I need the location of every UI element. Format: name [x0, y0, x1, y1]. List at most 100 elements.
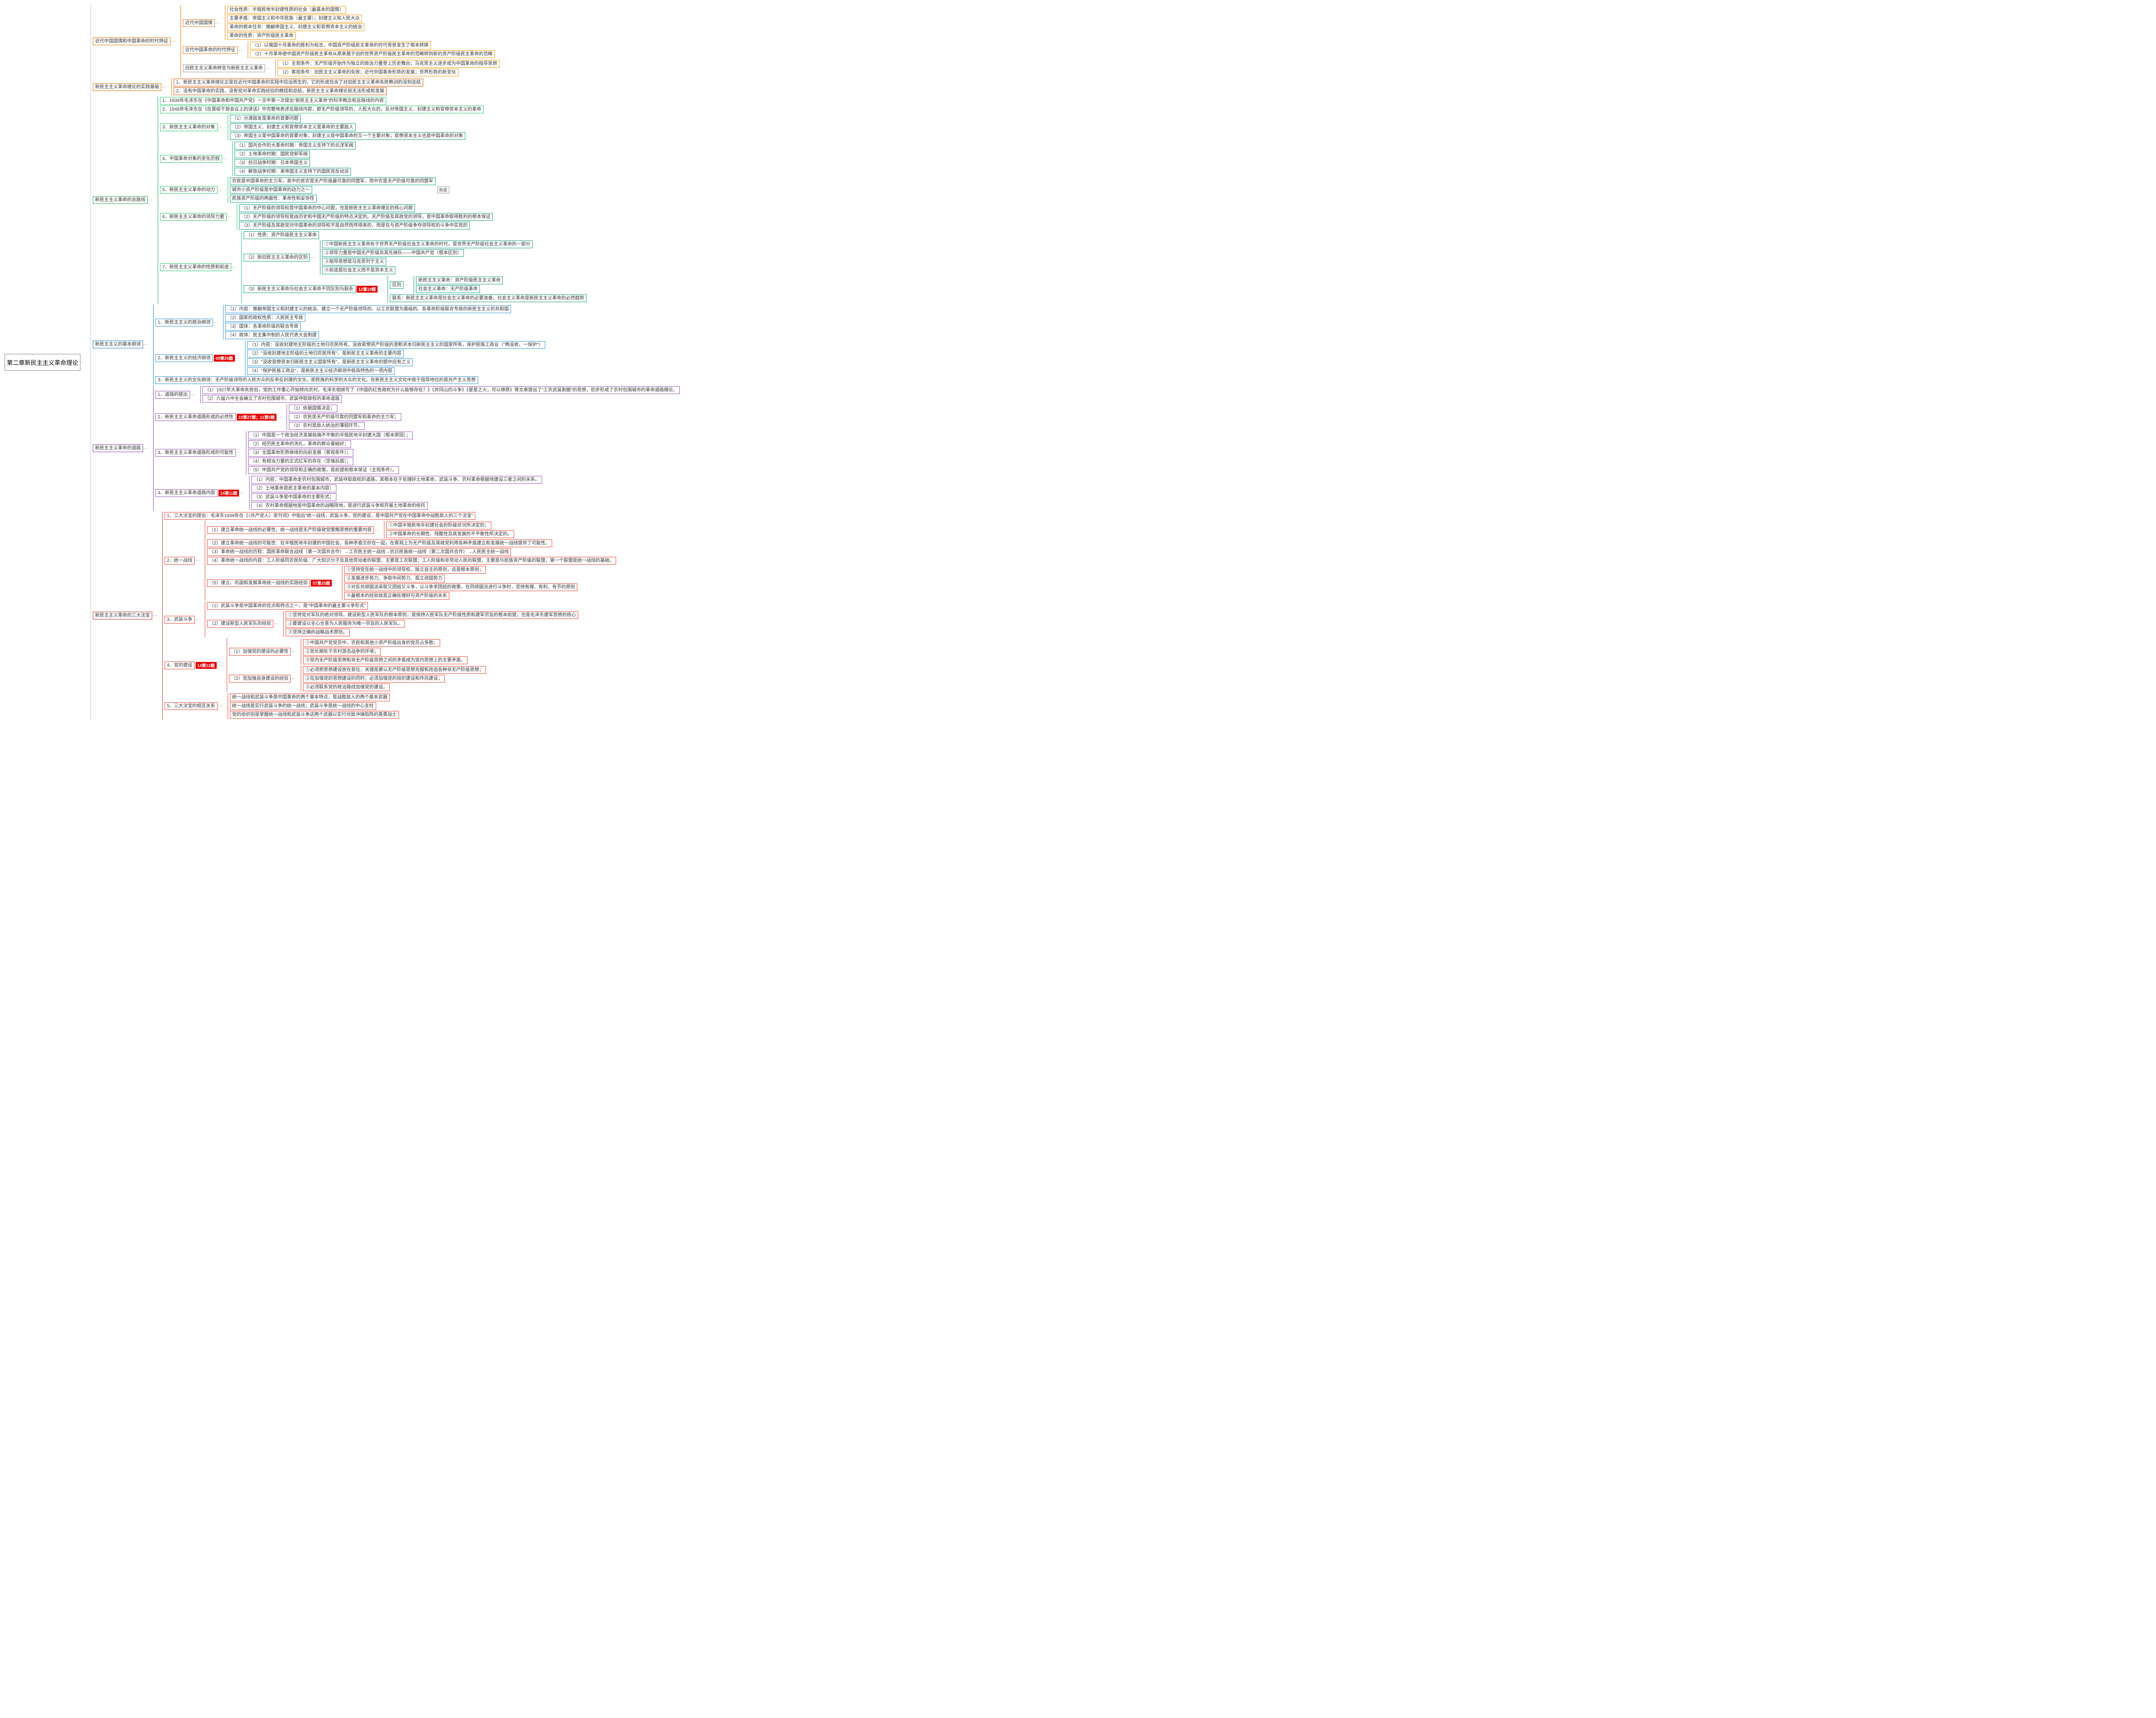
node-label: （3）新民主主义革命与社会主义革命不同区别与联系 — [244, 285, 356, 293]
node-label: （2）十月革命使中国资产阶级民主革命从原来属于旧的世界资产阶级民主革命的范畴转到… — [250, 50, 495, 58]
tree-node: 党的组织则是掌握统一战线和武装斗争这两个武器以实行对敌冲锋陷阵的英勇战士 — [230, 711, 399, 719]
tree-node: （1）中国是一个政治经济发展极端不平衡的半殖民地半封建大国（根本原因）； — [248, 432, 413, 439]
tree-node: 革命的性质：资产阶级民主革命 — [227, 32, 364, 40]
tree-node: ③指导思想是马克思列宁主义 — [322, 258, 532, 266]
node-label: 新民主主义革命的三大法宝 — [93, 612, 152, 619]
tree-node: 4、党的建设14第12题（1）加强党的建设的必要性①中国共产党党员中，农民和其他… — [165, 638, 616, 692]
node-label: 社会主义革命：无产阶级革命 — [416, 285, 480, 293]
node-label: （4）革命统一战线的内容：工人阶级同农民阶级、广大知识分子及其他劳动者的联盟，主… — [207, 557, 617, 565]
node-label: ④最根本的经验就是正确处理好与资产阶级的关系 — [344, 592, 449, 600]
tree-node: （1）主观条件：无产阶级开始作为独立的政治力量登上历史舞台；马克思主义逐步成为中… — [277, 60, 500, 68]
tree-node: 新民主主义革命的三大法宝 1、三大法宝的提出：毛泽东1939年在《〈共产党人〉发刊… — [93, 512, 680, 720]
tree-node: （2）经历民主革命的洗礼，革命的群众基础好； — [248, 440, 413, 448]
root-node: 第二章新民主主义革命理论 — [5, 354, 80, 371]
tree-node: （2）土地革命时期：国民党新军阀 — [234, 150, 356, 158]
node-label: 1、新民主主义的政治纲领 — [155, 319, 213, 326]
tree-node: （1）加强党的建设的必要性①中国共产党党员中，农民和其他小资产阶级出身的党员占多… — [229, 639, 486, 665]
tree-node: （3）帝国主义是中国革命的首要对象；封建主义是中国革命的又一个主要对象；官僚资本… — [230, 132, 466, 140]
tree-node: 4、中国革命对象的变化历程（1）国共合作的大革命时期：帝国主义支持下的北洋军阀（… — [160, 141, 586, 176]
tree-node: ②领导力量是中国无产阶级及其先锋队——中国共产党（根本区别） — [322, 249, 532, 257]
tree-node: 社会主义革命：无产阶级革命 — [416, 285, 503, 293]
tree-node: ①中国共产党党员中，农民和其他小资产阶级出身的党员占多数； — [303, 639, 468, 647]
tree-node: （4）农村革命根据地是中国革命的战略阵地，是进行武装斗争和开展土地革命的依托 — [251, 502, 542, 510]
tree-node: 3、新民主主义的文化纲领：无产阶级领导的人民大众的反帝反封建的文化，即民族的科学… — [155, 376, 545, 384]
node-label: 新民主主义革命的道路 — [93, 444, 143, 452]
tree-node: （4）解放战争时期：美帝国主义支持下的国民党反动派 — [234, 168, 356, 176]
node-label: （1）无产阶级的领导权是中国革命的中心问题，也是新民主主义革命理论的核心问题 — [239, 204, 415, 212]
tree-node: 城市小资产阶级是中国革命的动力之一 — [230, 186, 436, 194]
tree-node: 3、新民主主义革命道路形成的可能性（1）中国是一个政治经济发展极端不平衡的半殖民… — [155, 431, 680, 475]
summary-note: 概要 — [437, 187, 449, 193]
node-label: 2、新民主主义的经济纲领 — [155, 354, 213, 362]
tree-node: （3）无产阶级及其政党对中国革命的领导权不是自然而然得来的，而是在与资产阶级争夺… — [239, 222, 493, 229]
node-label: （1）性质：资产阶级民主主义革命 — [244, 231, 319, 239]
node-label: （2）客观条件：旧民主主义革命的失败；近代中国革命形势的发展；世界形势的新变化 — [277, 69, 458, 76]
tree-node: 1、1939年毛泽东在《中国革命和中国共产党》一文中第一次提出"新民主主义革命"… — [160, 97, 586, 105]
node-label: （2）六届六中全会确立了农村包围城市，武装夺取政权的革命道路 — [202, 395, 342, 403]
tree-node: （3）革命统一战线的历程：国民革命联合战线（第一次国共合作）→工农民主统一战线→… — [207, 548, 617, 556]
tree-node: ③坚持正确的战略战术原则。 — [286, 629, 578, 636]
node-label: ④前途是社会主义而不是资本主义 — [322, 267, 395, 274]
tree-node: （2）帝国主义、封建主义和官僚资本主义是革命的主要敌人 — [230, 123, 466, 131]
node-label: ②发展进步势力、争取中间势力、孤立顽固势力 — [344, 575, 445, 582]
node-label: ①中国共产党党员中，农民和其他小资产阶级出身的党员占多数； — [303, 639, 440, 647]
tree-node: （3）武装斗争是中国革命的主要形式； — [251, 493, 542, 501]
exam-badge: 09第26题 — [214, 355, 235, 362]
tree-node: 新民主主义革命理论的实践基础1、新民主主义革命理论正是在近代中国革命的实践中应运… — [93, 78, 680, 96]
tree-node: （4）有相当力量的正式红军的存在（坚强后盾）； — [248, 458, 413, 465]
exam-badge: 14第11题 — [218, 490, 240, 496]
node-label: （1）武装斗争是中国革命的优点和特点之一，是"中国革命的最主要斗争形式" — [207, 602, 368, 610]
node-label: 3、新民主主义革命的对象 — [160, 123, 218, 131]
tree-node: 1、新民主主义的政治纲领（1）内容：推翻帝国主义和封建主义的统治，建立一个无产阶… — [155, 305, 545, 340]
node-label: 统一战线和武装斗争是中国革命的两个基本特点，是战胜敌人的两个基本武器 — [230, 694, 390, 701]
tree-node: ①坚持党在统一战线中的领导权，独立自主的原则，这是根本原则； — [344, 566, 577, 574]
tree-node: 2、统一战线（1）建立革命统一战线的必要性，统一战线是无产阶级政党策略思想的重要… — [165, 521, 616, 601]
node-label: 区别 — [390, 281, 404, 289]
tree-node: （3）全国革命形势继续的向前发展（客观条件）； — [248, 449, 413, 457]
tree-node: 5、新民主主义革命的动力农民是中国革命的主力军，其中的贫农是无产阶级最可靠的同盟… — [160, 177, 586, 203]
node-label: （2）农民是无产阶级可靠的同盟军和革命的主力军； — [289, 413, 401, 421]
tree-node: （2）建设新型人民军队的经验 ①坚持党对军队的绝对领导。建设新型人民军队的根本原则… — [207, 611, 579, 637]
node-label: 新民主主义的基本纲领 — [93, 341, 143, 348]
tree-node: （1）国共合作的大革命时期：帝国主义支持下的北洋军阀 — [234, 142, 356, 149]
tree-node: （2）客观条件：旧民主主义革命的失败；近代中国革命形势的发展；世界形势的新变化 — [277, 69, 500, 76]
node-label: 近代中国国情 — [183, 19, 215, 27]
tree-node: （2）十月革命使中国资产阶级民主革命从原来属于旧的世界资产阶级民主革命的范畴转到… — [250, 50, 495, 58]
tree-node: （2）六届六中全会确立了农村包围城市，武装夺取政权的革命道路 — [202, 395, 680, 403]
tree-node: 新民主主义革命的道路1、道路的提出（1）1927年大革命失败后，党的工作重心开始… — [93, 385, 680, 511]
tree-node: ①中国半殖民地半封建社会的阶级状况所决定的； — [386, 522, 514, 529]
node-label: （1）内容：中国革命走农村包围城市，武装夺取政权的道路，其根本在于处理好土地革命… — [251, 476, 542, 484]
node-label: 1、道路的提出 — [155, 391, 190, 399]
node-label: ③坚持正确的战略战术原则。 — [286, 629, 350, 636]
node-label: （3）抗日战争时期：日本帝国主义 — [234, 159, 310, 167]
node-label: 2、统一战线 — [165, 557, 195, 565]
node-label: 2、没有中国革命的实践，没有党对革命实践经验的概括和总结，新民主主义革命理论就无… — [174, 87, 387, 95]
tree-node: ②在加强党的思想建设的同时，必须加强党的组织建设和作风建设； — [303, 675, 486, 683]
tree-node: （3）抗日战争时期：日本帝国主义 — [234, 159, 356, 167]
node-label: 新民主主义革命：资产阶级民主主义革命 — [416, 277, 503, 284]
node-label: ②党长期处于农村游击战争的环境； — [303, 648, 381, 656]
tree-node: 近代中国国情社会性质：半殖民地半封建性质的社会（最基本的国情）主要矛盾：帝国主义… — [183, 5, 500, 40]
node-label: （2）建设新型人民军队的经验 — [207, 620, 274, 628]
node-label: ①坚持党对军队的绝对领导。建设新型人民军队的根本原则，是保持人民军队无产阶级性质… — [286, 611, 578, 619]
exam-badge: 14第12题 — [196, 662, 217, 669]
node-label: 民族资产阶级的两面性：革命性和妥协性 — [230, 195, 317, 203]
tree-node: 4、新民主主义革命道路内容14第11题（1）内容：中国革命走农村包围城市，武装夺… — [155, 475, 680, 510]
node-label: （2）帝国主义、封建主义和官僚资本主义是革命的主要敌人 — [230, 123, 356, 131]
node-label: 5、三大法宝的相互关系 — [165, 702, 218, 710]
node-label: 7、新民主主义革命的性质和前途 — [160, 263, 231, 271]
tree-node: 近代中国革命的时代特征（1）以俄国十月革命的胜利为标志，中国资产阶级民主革命的时… — [183, 41, 500, 59]
node-label: 近代中国革命的时代特征 — [183, 46, 238, 54]
tree-node: ①必须把思想建设放在首位，关键是要以无产阶级思想克服和改造各种非无产阶级思想； — [303, 666, 486, 674]
exam-badge: 12第10题 — [357, 286, 378, 293]
node-label: 1、三大法宝的提出：毛泽东1939年在《〈共产党人〉发刊词》中指出"统一战线，武… — [165, 512, 475, 520]
tree-node: ③对反共顽固派采取又团结又斗争，以斗争求团结的政策，在同顽固派进行斗争时，坚持有… — [344, 583, 577, 591]
tree-node: （2）新旧民主主义革命的区别①中国新民主主义革命处于世界无产阶级社会主义革命的时… — [244, 240, 587, 275]
tree-node: （5）建立、巩固和发展革命统一战线的实践经验07第25题①坚持党在统一战线中的领… — [207, 566, 617, 600]
node-label: 1、1939年毛泽东在《中国革命和中国共产党》一文中第一次提出"新民主主义革命"… — [160, 97, 386, 105]
node-label: ③必须联系党的政治路线加强党的建设。 — [303, 683, 390, 691]
node-label: 新民主主义革命理论的实践基础 — [93, 83, 161, 91]
tree-node: （5）中国共产党的领导和正确的政策，是前提和根本保证（主观条件）。 — [248, 466, 413, 474]
tree-node: （1）内容：中国革命走农村包围城市，武装夺取政权的道路，其根本在于处理好土地革命… — [251, 476, 542, 484]
node-label: 近代中国国情和中国革命的时代特征 — [93, 37, 170, 45]
